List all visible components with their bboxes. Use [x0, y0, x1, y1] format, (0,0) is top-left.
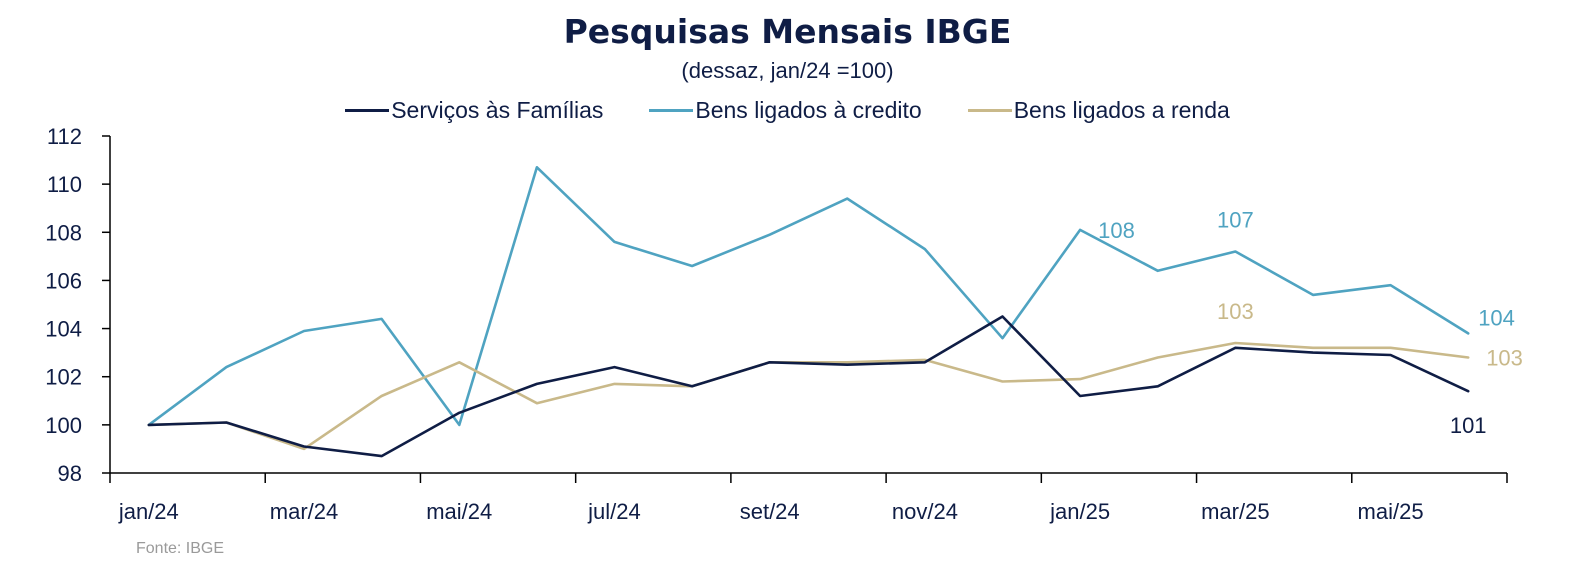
data-label-1: 107 [1217, 208, 1254, 233]
legend-swatch-renda [967, 109, 1012, 112]
series-line-2 [147, 341, 1470, 451]
y-tick-label-5: 108 [45, 220, 82, 245]
x-tick-label-8: mai/25 [1358, 499, 1424, 524]
legend-item-renda: Bens ligados a renda [967, 97, 1230, 124]
x-tick-label-5: nov/24 [892, 499, 958, 524]
y-tick-label-4: 106 [45, 268, 82, 293]
y-tick-label-7: 112 [47, 124, 82, 149]
data-label-0: 108 [1098, 218, 1135, 243]
x-tick-label-3: jul/24 [587, 499, 641, 524]
legend-item-credito: Bens ligados à credito [649, 97, 922, 124]
y-tick-label-0: 98 [58, 461, 82, 486]
series-line-0 [147, 315, 1470, 458]
data-label-5: 101 [1450, 413, 1487, 438]
x-tick-label-6: jan/25 [1049, 499, 1110, 524]
legend-item-servicos: Serviços às Famílias [345, 97, 603, 124]
y-tick-label-1: 100 [45, 413, 82, 438]
source-note: Fonte: IBGE [136, 540, 225, 557]
y-tick-label-2: 102 [45, 365, 82, 390]
x-tick-label-4: set/24 [740, 499, 800, 524]
legend-label-renda: Bens ligados a renda [1013, 97, 1230, 123]
chart-title: Pesquisas Mensais IBGE [563, 12, 1012, 51]
data-label-3: 103 [1217, 299, 1254, 324]
series-line-1 [147, 166, 1470, 427]
legend-swatch-servicos [345, 109, 390, 112]
x-tick-label-2: mai/24 [426, 499, 492, 524]
legend: Serviços às Famílias Bens ligados à cred… [0, 97, 1575, 124]
legend-label-servicos: Serviços às Famílias [391, 97, 604, 123]
x-tick-label-0: jan/24 [118, 499, 179, 524]
chart-subtitle: (dessaz, jan/24 =100) [681, 58, 894, 83]
data-label-4: 103 [1486, 345, 1523, 370]
x-tick-label-7: mar/25 [1201, 499, 1269, 524]
x-tick-label-1: mar/24 [270, 499, 338, 524]
data-label-2: 104 [1478, 305, 1515, 330]
legend-label-credito: Bens ligados à credito [695, 97, 922, 123]
y-tick-label-3: 104 [45, 317, 82, 342]
y-tick-label-6: 110 [47, 172, 82, 197]
legend-swatch-credito [649, 109, 694, 112]
